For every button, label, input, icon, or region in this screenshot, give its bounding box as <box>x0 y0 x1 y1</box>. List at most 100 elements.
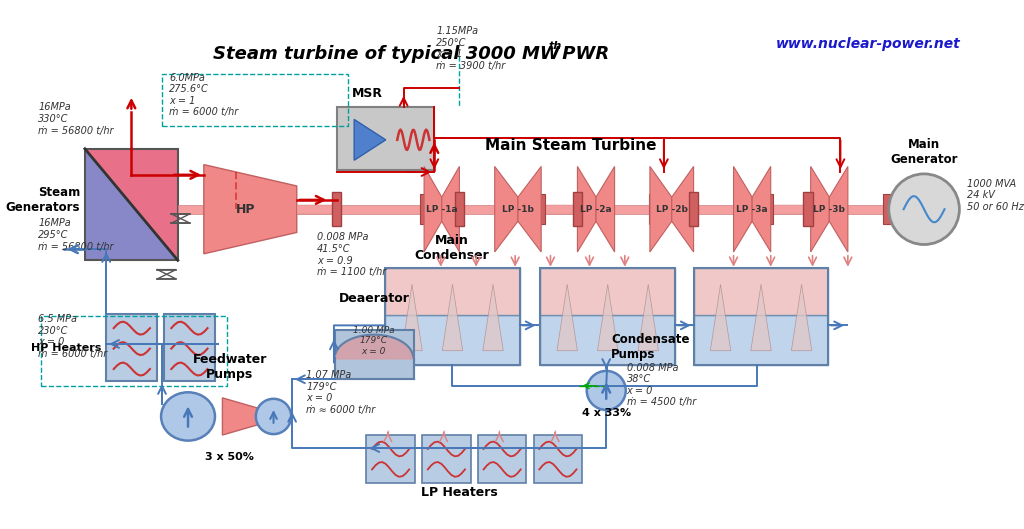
Bar <box>333 194 340 224</box>
Bar <box>541 315 675 366</box>
Bar <box>478 435 526 484</box>
Circle shape <box>889 174 959 244</box>
Text: Steam turbine of typical 3000 MW: Steam turbine of typical 3000 MW <box>213 45 560 63</box>
Polygon shape <box>672 167 693 252</box>
Polygon shape <box>442 285 463 351</box>
Bar <box>650 205 692 214</box>
Text: 6.5 MPa
230°C
x = 0
ṁ = 6000 t/hr: 6.5 MPa 230°C x = 0 ṁ = 6000 t/hr <box>39 314 108 359</box>
Text: LP -1a: LP -1a <box>426 205 458 214</box>
Polygon shape <box>596 167 614 252</box>
Bar <box>539 205 575 214</box>
Text: 1.15MPa
250°C
x = 1
ṁ = 3900 t/hr: 1.15MPa 250°C x = 1 ṁ = 3900 t/hr <box>436 26 506 71</box>
Text: 1.07 MPa
179°C
x = 0
ṁ ≈ 6000 t/hr: 1.07 MPa 179°C x = 0 ṁ ≈ 6000 t/hr <box>306 370 376 415</box>
Polygon shape <box>401 285 422 351</box>
Bar <box>162 75 348 125</box>
Polygon shape <box>222 398 258 435</box>
Ellipse shape <box>161 393 215 441</box>
Text: th: th <box>549 41 562 51</box>
Ellipse shape <box>587 371 626 410</box>
Polygon shape <box>733 167 753 252</box>
Bar <box>106 314 158 381</box>
Polygon shape <box>650 167 672 252</box>
Ellipse shape <box>256 399 291 434</box>
Polygon shape <box>85 149 178 260</box>
Bar <box>421 194 428 224</box>
Bar <box>422 435 471 484</box>
Bar <box>456 194 463 224</box>
Text: Feedwater
Pumps: Feedwater Pumps <box>193 353 267 381</box>
Text: PWR: PWR <box>556 45 609 63</box>
Text: MSR: MSR <box>351 87 382 99</box>
Bar <box>693 315 828 366</box>
Bar <box>297 205 337 214</box>
Bar <box>572 193 582 226</box>
Bar <box>689 193 698 226</box>
Bar <box>385 268 520 315</box>
Bar <box>803 193 813 226</box>
Text: Deaerator: Deaerator <box>339 292 410 305</box>
Text: 0.008 MPa
38°C
x = 0
ṁ = 4500 t/hr: 0.008 MPa 38°C x = 0 ṁ = 4500 t/hr <box>627 362 696 407</box>
Text: 4 x 33%: 4 x 33% <box>582 408 631 418</box>
Bar <box>541 268 675 366</box>
Polygon shape <box>597 285 617 351</box>
Polygon shape <box>578 167 596 252</box>
Polygon shape <box>85 149 178 260</box>
Text: LP -3a: LP -3a <box>736 205 768 214</box>
Text: 16MPa
330°C
ṁ = 56800 t/hr: 16MPa 330°C ṁ = 56800 t/hr <box>39 102 114 135</box>
Bar <box>693 268 828 366</box>
Text: LP -3b: LP -3b <box>813 205 845 214</box>
Text: Steam
Generators: Steam Generators <box>6 186 80 214</box>
Polygon shape <box>441 167 460 252</box>
Bar <box>693 268 828 315</box>
Polygon shape <box>354 120 386 160</box>
Text: LP -2b: LP -2b <box>655 205 688 214</box>
Polygon shape <box>829 167 848 252</box>
Bar <box>649 194 656 224</box>
Text: 1000 MVA
24 kV
50 or 60 Hz: 1000 MVA 24 kV 50 or 60 Hz <box>967 179 1024 212</box>
Bar <box>538 194 545 224</box>
Bar <box>883 194 891 224</box>
Polygon shape <box>557 285 578 351</box>
Bar <box>164 314 215 381</box>
Text: HP: HP <box>236 203 255 216</box>
Bar <box>422 205 460 214</box>
Polygon shape <box>811 167 829 252</box>
Polygon shape <box>495 167 518 252</box>
Text: 16MPa
295°C
ṁ = 56800 t/hr: 16MPa 295°C ṁ = 56800 t/hr <box>39 218 114 252</box>
Text: Main Steam Turbine: Main Steam Turbine <box>485 138 656 153</box>
Polygon shape <box>483 285 503 351</box>
Text: 0.008 MPa
41.5°C
x = 0.9
ṁ = 1100 t/hr: 0.008 MPa 41.5°C x = 0.9 ṁ = 1100 t/hr <box>317 232 386 277</box>
Polygon shape <box>518 167 541 252</box>
Polygon shape <box>424 167 441 252</box>
Bar <box>455 193 464 226</box>
Bar <box>367 435 415 484</box>
Bar <box>385 268 520 366</box>
Polygon shape <box>638 285 658 351</box>
Polygon shape <box>204 165 297 254</box>
Bar <box>85 149 178 260</box>
Bar <box>573 194 582 224</box>
Polygon shape <box>792 285 812 351</box>
Text: www.nuclear-power.net: www.nuclear-power.net <box>776 37 961 51</box>
Bar <box>41 316 227 386</box>
Bar <box>385 315 520 366</box>
Bar <box>335 331 414 379</box>
Bar <box>765 194 772 224</box>
Text: HP Heaters: HP Heaters <box>31 343 101 353</box>
Polygon shape <box>753 167 771 252</box>
Text: LP -2a: LP -2a <box>581 205 611 214</box>
Bar <box>807 194 814 224</box>
Text: Condensate
Pumps: Condensate Pumps <box>611 333 689 361</box>
Bar <box>332 193 341 226</box>
Polygon shape <box>711 285 731 351</box>
Bar <box>534 435 582 484</box>
Text: LP -1b: LP -1b <box>502 205 534 214</box>
Text: 1.00 MPa
179°C
x = 0: 1.00 MPa 179°C x = 0 <box>353 326 394 356</box>
Bar <box>766 205 808 214</box>
Text: 6.0MPa
275.6°C
x = 1
ṁ = 6000 t/hr: 6.0MPa 275.6°C x = 1 ṁ = 6000 t/hr <box>169 72 239 117</box>
Text: LP Heaters: LP Heaters <box>421 486 498 499</box>
Text: Main
Condenser: Main Condenser <box>415 234 489 262</box>
Text: Main
Generator: Main Generator <box>890 139 957 167</box>
Text: 3 x 50%: 3 x 50% <box>206 452 254 462</box>
Bar <box>690 194 697 224</box>
